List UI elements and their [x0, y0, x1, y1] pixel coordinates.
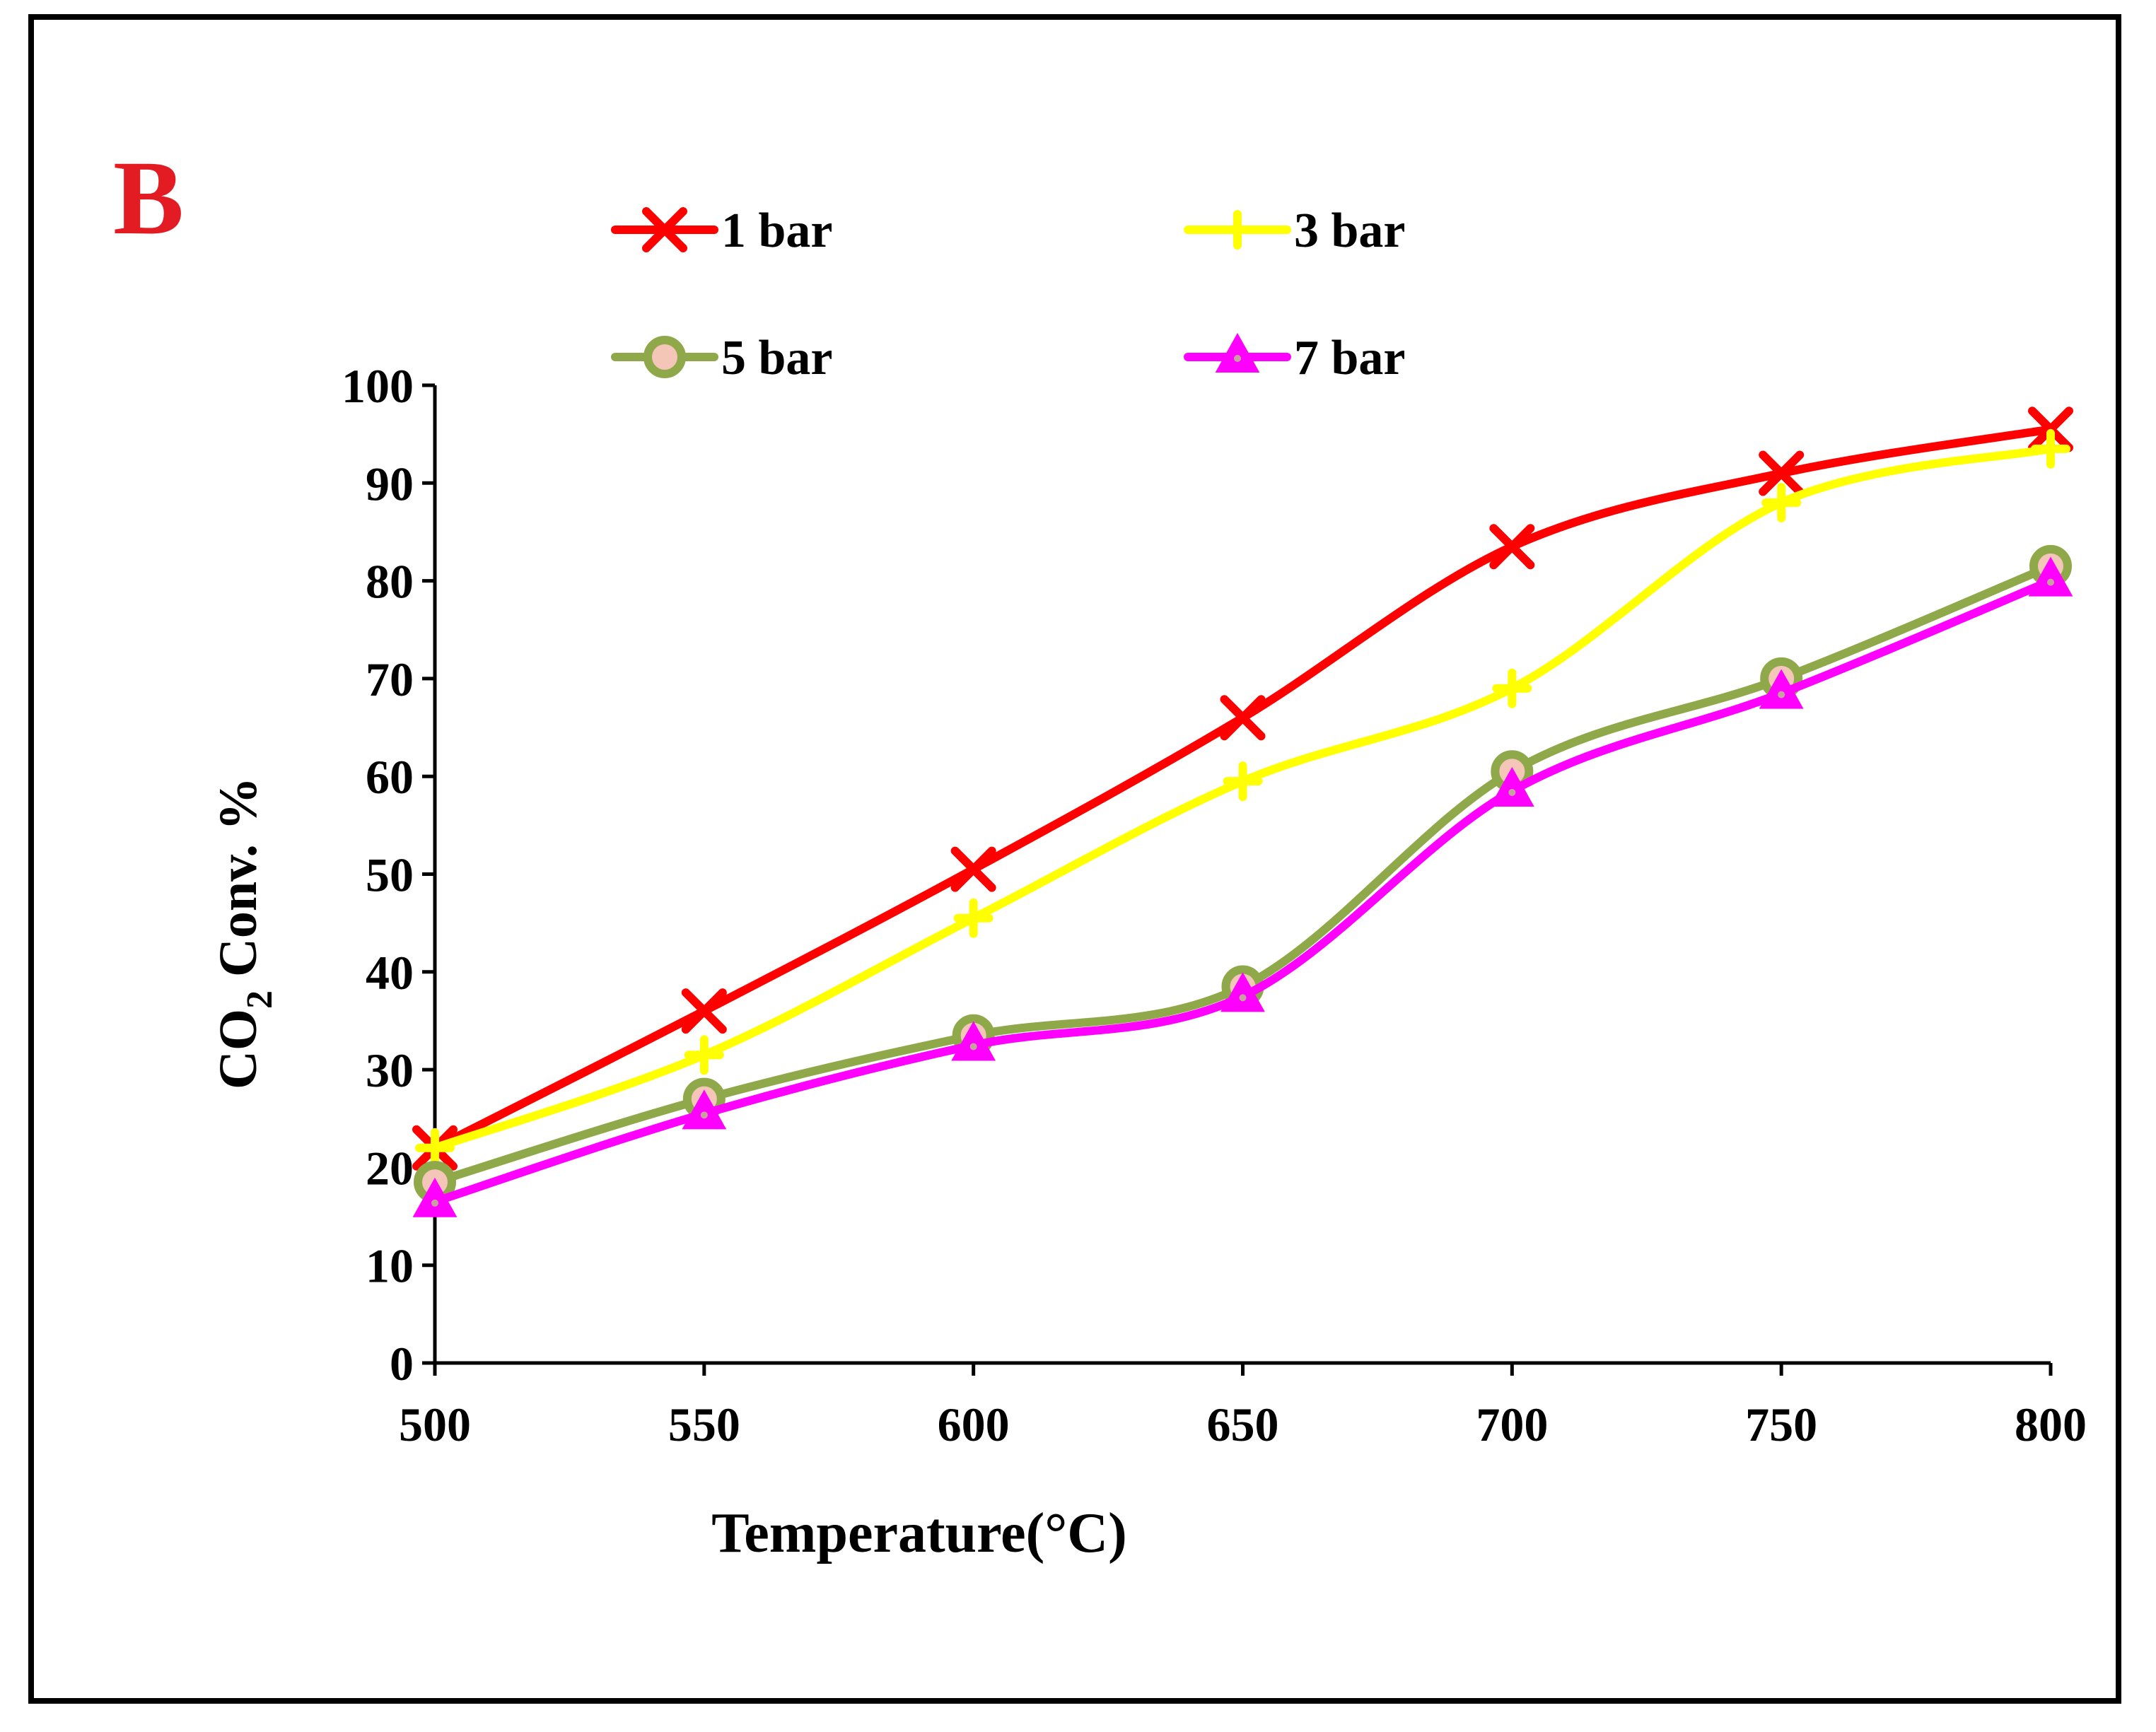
data-point	[951, 1021, 996, 1061]
legend-label: 3 bar	[1294, 204, 1406, 258]
data-point	[2028, 556, 2073, 597]
x-tick-label: 700	[1476, 1398, 1548, 1451]
y-tick-label: 40	[366, 946, 414, 1000]
y-tick-label: 90	[366, 457, 414, 510]
series-line	[431, 561, 2055, 1187]
figure-frame	[28, 14, 2121, 1704]
y-tick-label: 70	[366, 653, 414, 706]
legend-item: 7 bar	[1184, 331, 1406, 385]
data-point	[1489, 766, 1534, 807]
series-layer	[412, 406, 2073, 1217]
x-tick-label: 650	[1207, 1398, 1279, 1451]
legend-label: 5 bar	[721, 331, 833, 385]
y-label-prefix: CO	[209, 1009, 268, 1089]
data-point	[412, 1177, 458, 1217]
legend-label: 1 bar	[721, 204, 833, 258]
panel-label: B	[113, 139, 184, 257]
y-label-subscript: 2	[240, 990, 280, 1009]
legend-marker	[642, 207, 687, 252]
series-7-bar	[412, 556, 2073, 1217]
data-point	[1220, 695, 1266, 741]
y-tick-label: 10	[366, 1239, 414, 1293]
legend-item: 3 bar	[1184, 204, 1406, 258]
data-point	[681, 988, 727, 1034]
data-point	[1489, 524, 1535, 570]
series-1-bar	[412, 406, 2073, 1171]
legend-item: 5 bar	[611, 331, 833, 385]
y-tick-label: 100	[342, 359, 414, 413]
x-tick-label: 550	[668, 1398, 740, 1451]
data-point	[415, 1128, 455, 1168]
x-axis: 500 550 600 650 700 750 800	[399, 1361, 2087, 1451]
x-tick-label: 600	[938, 1398, 1010, 1451]
series-3-bar	[415, 428, 2070, 1168]
series-5-bar	[414, 544, 2072, 1204]
y-tick-label: 0	[390, 1337, 414, 1391]
y-axis: 0 10 20 30 40 50 60 70 80 90 100	[342, 359, 437, 1391]
y-tick-label: 80	[366, 555, 414, 609]
legend-marker	[1215, 332, 1260, 373]
y-tick-label: 60	[366, 750, 414, 804]
legend: 1 bar 3 bar 5 bar 7 bar	[611, 204, 1406, 385]
data-point	[1761, 482, 1802, 522]
y-tick-label: 50	[366, 848, 414, 902]
data-point	[1220, 972, 1265, 1012]
data-point	[1759, 450, 1805, 496]
data-point	[953, 898, 993, 938]
x-tick-label: 500	[399, 1398, 471, 1451]
x-tick-label: 750	[1745, 1398, 1817, 1451]
legend-marker	[643, 336, 686, 378]
y-tick-label: 20	[366, 1141, 414, 1195]
legend-label: 7 bar	[1294, 331, 1406, 385]
data-point	[1223, 761, 1263, 802]
y-axis-label: CO2 Conv. %	[209, 777, 280, 1089]
x-axis-label: Temperature(°C)	[711, 1502, 1126, 1564]
legend-item: 1 bar	[611, 204, 833, 258]
x-tick-label: 800	[2015, 1398, 2087, 1451]
y-tick-label: 30	[366, 1043, 414, 1097]
legend-marker	[1218, 210, 1257, 250]
x-label-text: Temperature	[711, 1502, 1025, 1564]
data-point	[1492, 668, 1532, 708]
y-label-suffix: Conv. %	[209, 777, 268, 990]
data-point	[684, 1035, 724, 1075]
data-point	[1759, 669, 1804, 709]
data-point	[2031, 428, 2070, 469]
data-point	[682, 1089, 727, 1130]
data-point	[950, 846, 996, 892]
x-label-unit: (°C)	[1026, 1502, 1127, 1564]
svg-text:CO2 Conv. %: CO2 Conv. %	[209, 777, 280, 1089]
